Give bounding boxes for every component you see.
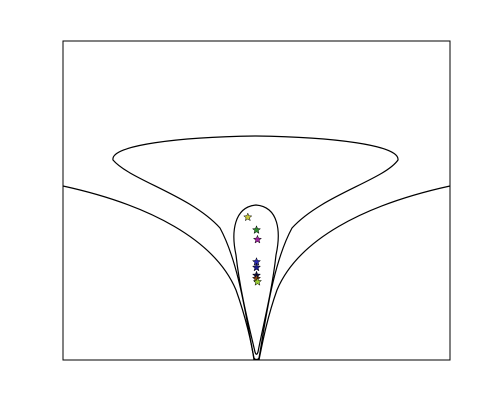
plot-frame (62, 40, 451, 361)
star-marker-1 (243, 212, 253, 222)
contour-inner (233, 204, 279, 355)
contour-middle (112, 135, 399, 361)
star-marker-2 (251, 225, 262, 234)
data-markers (243, 212, 263, 286)
contour-lines (62, 135, 451, 361)
star-marker-5 (251, 262, 262, 272)
star-marker-3 (252, 234, 263, 244)
star-marker-8 (252, 276, 263, 286)
